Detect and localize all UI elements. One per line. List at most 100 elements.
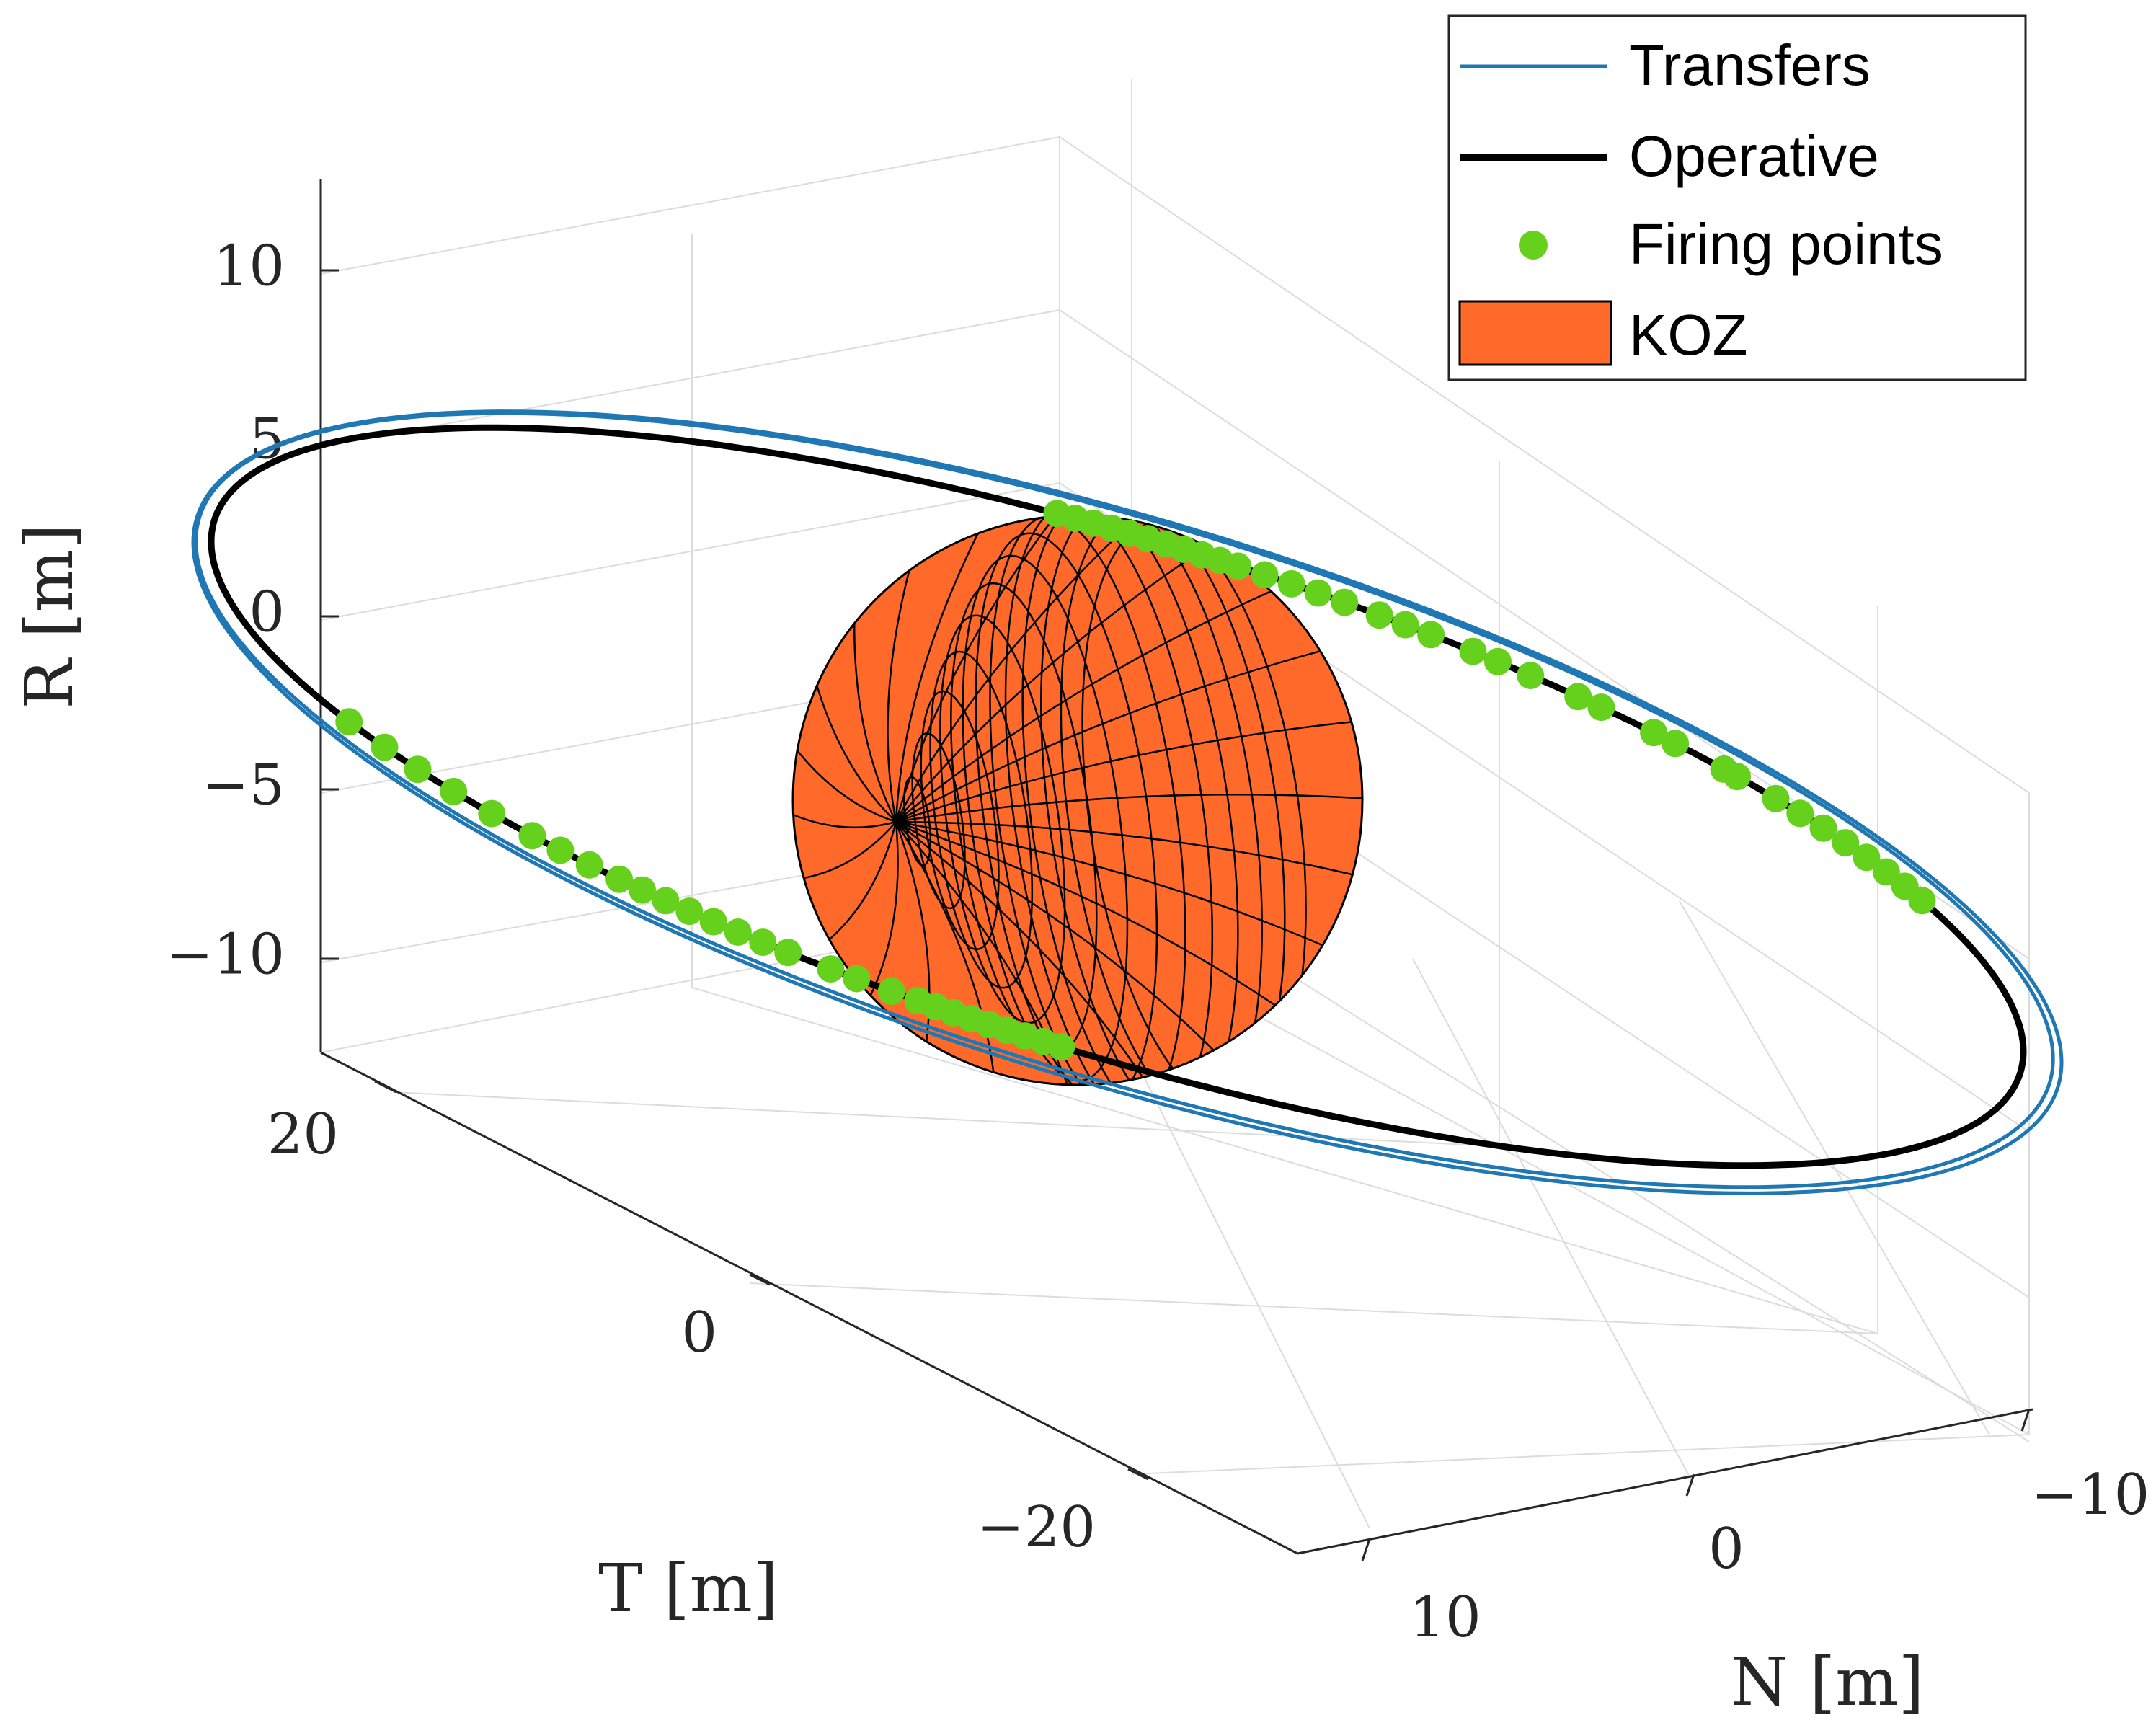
firing-point — [1872, 858, 1900, 886]
koz-mesh-line — [895, 793, 1362, 823]
r-axis-label: R [m] — [11, 523, 88, 709]
n-tick — [2020, 1409, 2031, 1432]
koz-mesh-line — [895, 821, 998, 1085]
t-tick — [749, 1273, 771, 1286]
firing-points — [335, 500, 1936, 1061]
n-tick — [1685, 1473, 1695, 1497]
firing-point — [575, 851, 603, 879]
koz-mesh-line — [1004, 515, 1214, 1085]
firing-point — [371, 733, 399, 761]
koz-mesh-line — [911, 732, 966, 910]
firing-point — [877, 978, 905, 1006]
firing-point — [518, 822, 546, 850]
firing-point — [1762, 784, 1790, 812]
firing-point — [1224, 552, 1252, 580]
koz-mesh-line — [895, 820, 1300, 1023]
firing-point — [1417, 621, 1445, 649]
firing-point — [1832, 829, 1860, 857]
firing-point — [1587, 693, 1615, 722]
n-tick — [1361, 1538, 1371, 1561]
firing-point — [652, 887, 680, 915]
legend-operative-label: Operative — [1629, 124, 1879, 188]
grid-line — [320, 309, 1060, 448]
koz-mesh-line — [975, 532, 1158, 1085]
n-tick-label: 10 — [1409, 1585, 1481, 1650]
firing-point — [1331, 588, 1359, 616]
t-tick-label: −20 — [977, 1495, 1096, 1560]
koz-mesh-line — [1060, 515, 1286, 1085]
grid-line — [392, 1091, 1500, 1147]
firing-point — [1459, 637, 1487, 665]
firing-point — [724, 918, 752, 946]
firing-point — [1908, 887, 1936, 915]
r-tick-label: −5 — [202, 753, 285, 818]
firing-point — [1786, 799, 1814, 828]
legend-transfers-label: Transfers — [1629, 33, 1871, 97]
transfers-line — [191, 409, 2064, 1195]
firing-point — [546, 836, 575, 864]
firing-point — [1809, 814, 1837, 842]
koz-mesh-line — [793, 718, 897, 823]
t-axis-line — [320, 1051, 1298, 1555]
n-axis-line — [1297, 1408, 2033, 1555]
legend-koz-label: KOZ — [1629, 303, 1747, 367]
firing-point — [1365, 601, 1393, 629]
t-axis-label: T [m] — [598, 1550, 778, 1627]
firing-point — [1391, 611, 1419, 639]
legend-koz-swatch — [1458, 300, 1612, 366]
firing-point — [904, 987, 932, 1015]
firing-point — [1304, 579, 1332, 607]
grid-line — [320, 136, 1060, 275]
firing-point — [699, 908, 727, 936]
t-tick-label: 20 — [267, 1102, 339, 1167]
firing-point — [774, 939, 802, 967]
firing-point — [843, 965, 871, 993]
firing-point — [605, 865, 634, 893]
n-tick-label: 0 — [1708, 1517, 1744, 1582]
koz-mesh-line — [895, 820, 1236, 1073]
r-tick-label: 10 — [213, 234, 285, 299]
grid-line — [1131, 1434, 2030, 1475]
grid-line — [1412, 958, 1695, 1486]
koz-mesh-line — [793, 821, 897, 882]
firing-point — [1724, 763, 1751, 791]
t-tick-label: 0 — [681, 1300, 717, 1365]
koz-mesh-line — [1021, 515, 1239, 1085]
grid-line — [749, 1282, 1878, 1334]
firing-point — [675, 897, 704, 926]
legend-firing-label: Firing points — [1629, 212, 1943, 276]
firing-point — [1517, 662, 1545, 689]
legend-box — [1447, 14, 2027, 381]
legend-firing-swatch — [1519, 231, 1548, 260]
firing-point — [1662, 730, 1690, 758]
transfers-line — [194, 411, 2055, 1189]
firing-point — [1251, 561, 1279, 589]
grid-line — [320, 482, 1060, 621]
firing-point — [335, 708, 363, 736]
firing-point — [478, 799, 506, 828]
koz-mesh-line — [895, 820, 1349, 958]
grid-line — [1679, 900, 1990, 1435]
koz-mesh-line — [895, 718, 1362, 823]
t-tick — [374, 1080, 397, 1094]
koz-mesh-line — [895, 528, 1235, 823]
t-tick — [1127, 1468, 1149, 1481]
koz-mesh-line — [895, 820, 1362, 882]
n-tick-label: −10 — [2031, 1463, 2150, 1528]
firing-point — [1277, 569, 1305, 598]
firing-point — [817, 955, 845, 983]
koz-mesh-line — [939, 614, 1066, 1024]
koz-mesh-line — [1040, 515, 1263, 1085]
firing-point — [1640, 719, 1668, 747]
legend: Transfers Operative Firing points KOZ — [1447, 14, 2027, 381]
koz-mesh-line — [793, 799, 897, 829]
operative-line — [208, 424, 2027, 1169]
firing-point — [404, 755, 432, 784]
r-tick-label: −10 — [166, 923, 285, 988]
koz-mesh-line — [887, 528, 922, 823]
grid-line — [1059, 136, 2030, 794]
koz-mesh-line — [895, 515, 998, 823]
firing-point — [1564, 683, 1592, 711]
firing-point — [440, 777, 468, 805]
